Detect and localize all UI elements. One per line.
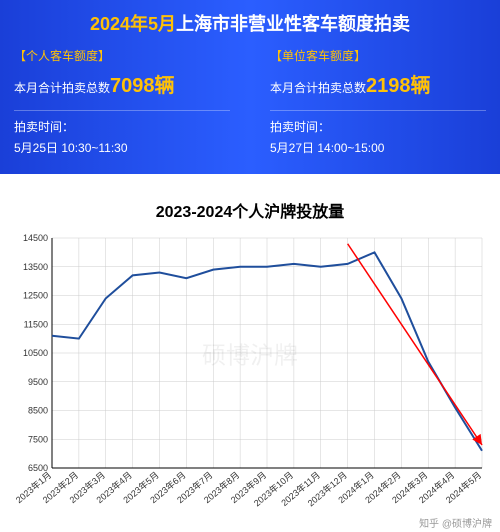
- title-date: 2024年5月: [90, 14, 176, 34]
- svg-text:12500: 12500: [23, 290, 48, 300]
- attribution: 知乎 @硕博沪牌: [419, 515, 492, 530]
- personal-time-value: 5月25日 10:30~11:30: [14, 138, 230, 160]
- personal-quota-block: 【个人客车额度】 本月合计拍卖总数7098辆 拍卖时间： 5月25日 10:30…: [14, 46, 230, 160]
- svg-text:13500: 13500: [23, 262, 48, 272]
- personal-time-label: 拍卖时间：: [14, 117, 230, 139]
- svg-text:9500: 9500: [28, 377, 48, 387]
- svg-text:10500: 10500: [23, 348, 48, 358]
- svg-text:8500: 8500: [28, 405, 48, 415]
- line-chart: 6500750085009500105001150012500135001450…: [8, 232, 492, 532]
- unit-sum-value: 2198辆: [366, 75, 431, 97]
- title-text: 上海市非营业性客车额度拍卖: [176, 14, 410, 34]
- personal-label: 【个人客车额度】: [14, 46, 230, 68]
- svg-text:7500: 7500: [28, 434, 48, 444]
- unit-label: 【单位客车额度】: [270, 46, 486, 68]
- personal-sum-prefix: 本月合计拍卖总数: [14, 81, 110, 95]
- info-row: 【个人客车额度】 本月合计拍卖总数7098辆 拍卖时间： 5月25日 10:30…: [14, 46, 486, 160]
- chart-title: 2023-2024个人沪牌投放量: [8, 198, 492, 222]
- chart-area: 2023-2024个人沪牌投放量 硕博沪牌 650075008500950010…: [0, 174, 500, 532]
- unit-time-value: 5月27日 14:00~15:00: [270, 138, 486, 160]
- unit-sum-prefix: 本月合计拍卖总数: [270, 81, 366, 95]
- divider: [270, 110, 486, 111]
- unit-time-label: 拍卖时间：: [270, 117, 486, 139]
- personal-sum: 本月合计拍卖总数7098辆: [14, 68, 230, 104]
- unit-sum: 本月合计拍卖总数2198辆: [270, 68, 486, 104]
- banner-title: 2024年5月上海市非营业性客车额度拍卖: [14, 10, 486, 36]
- divider: [14, 110, 230, 111]
- personal-sum-value: 7098辆: [110, 75, 175, 97]
- svg-text:11500: 11500: [24, 319, 48, 329]
- unit-quota-block: 【单位客车额度】 本月合计拍卖总数2198辆 拍卖时间： 5月27日 14:00…: [270, 46, 486, 160]
- header-banner: 2024年5月上海市非营业性客车额度拍卖 【个人客车额度】 本月合计拍卖总数70…: [0, 0, 500, 174]
- svg-text:14500: 14500: [23, 233, 48, 243]
